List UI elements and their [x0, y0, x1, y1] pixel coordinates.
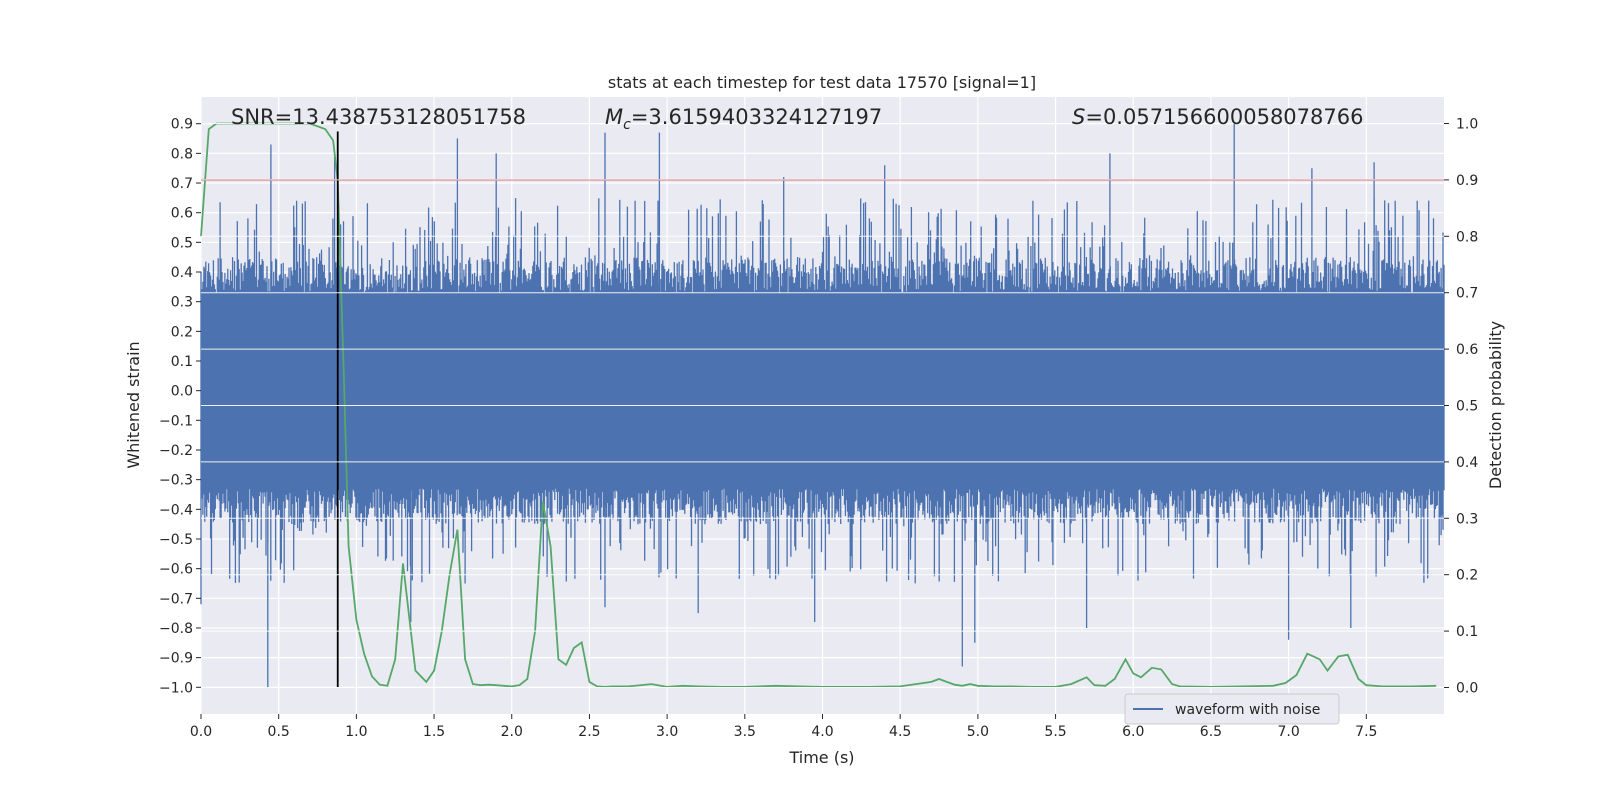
- right-y-axis-label: Detection probability: [1486, 321, 1505, 489]
- x-tick-label: 6.5: [1200, 724, 1222, 740]
- left-tick-label: 0.6: [171, 206, 193, 222]
- left-tick-label: 0.8: [171, 146, 193, 162]
- chart-title: stats at each timestep for test data 175…: [608, 73, 1036, 92]
- right-tick-label: 0.0: [1456, 680, 1478, 696]
- chirp-mass-subscript: c: [623, 117, 631, 133]
- chirp-mass-annotation: Mc=3.6159403324127197: [605, 105, 882, 133]
- chirp-mass-symbol: M: [605, 105, 623, 129]
- left-tick-label: 0.5: [171, 235, 193, 251]
- legend-label: waveform with noise: [1175, 702, 1320, 718]
- waveform-series: [200, 123, 1445, 688]
- right-tick-label: 0.9: [1456, 173, 1478, 189]
- x-tick-label: 3.5: [734, 724, 756, 740]
- x-tick-label: 6.0: [1122, 724, 1144, 740]
- chirp-mass-value: =3.6159403324127197: [631, 105, 882, 129]
- x-tick-label: 4.0: [811, 724, 833, 740]
- s-annotation: S=0.057156600058078766: [1072, 105, 1363, 129]
- x-tick-label: 2.0: [501, 724, 523, 740]
- right-y-axis: 1.0 0.9 0.8 0.7 0.6 0.5 0.4 0.3 0.2 0.1 0.0: [1444, 117, 1478, 696]
- right-tick-label: 0.6: [1456, 342, 1478, 358]
- legend: waveform with noise: [1124, 693, 1340, 725]
- x-tick-label: 3.0: [656, 724, 678, 740]
- left-y-axis-label: Whitened strain: [124, 341, 143, 468]
- left-tick-label: −0.7: [159, 591, 193, 607]
- right-tick-label: 0.8: [1456, 229, 1478, 245]
- x-tick-label: 2.5: [578, 724, 600, 740]
- x-axis-label: Time (s): [788, 748, 854, 767]
- x-tick-label: 5.0: [967, 724, 989, 740]
- x-tick-label: 7.5: [1355, 724, 1377, 740]
- right-tick-label: 0.3: [1456, 511, 1478, 527]
- right-tick-label: 0.7: [1456, 286, 1478, 302]
- left-tick-label: 0.4: [171, 265, 193, 281]
- right-tick-label: 0.4: [1456, 455, 1478, 471]
- x-tick-label: 5.5: [1044, 724, 1066, 740]
- right-tick-label: 1.0: [1456, 117, 1478, 133]
- left-tick-label: −0.1: [159, 413, 193, 429]
- left-tick-label: 0.9: [171, 117, 193, 133]
- waveform-line: [200, 123, 1445, 688]
- snr-annotation: SNR=13.438753128051758: [231, 105, 526, 129]
- left-tick-label: −0.9: [159, 651, 193, 667]
- x-axis: 0.0 0.5 1.0 1.5 2.0 2.5 3.0 3.5 4.0 4.5 5.0 5.5 6.0 6…: [190, 714, 1377, 740]
- left-y-axis: 0.9 0.8 0.7 0.6 0.5 0.4 0.3 0.2 0.1 0.0 −0.1 −0.2 −0…: [159, 117, 201, 696]
- legend-box: [1124, 693, 1340, 725]
- right-tick-label: 0.5: [1456, 399, 1478, 415]
- left-tick-label: −0.3: [159, 473, 193, 489]
- s-value: =0.057156600058078766: [1085, 105, 1363, 129]
- x-tick-label: 4.5: [889, 724, 911, 740]
- left-tick-label: −0.2: [159, 443, 193, 459]
- left-tick-label: 0.7: [171, 176, 193, 192]
- x-tick-label: 1.0: [345, 724, 367, 740]
- left-tick-label: −0.4: [159, 502, 193, 518]
- left-tick-label: 0.0: [171, 384, 193, 400]
- probability-series: [200, 122, 1437, 688]
- x-tick-label: 1.5: [423, 724, 445, 740]
- x-tick-label: 0.5: [268, 724, 290, 740]
- left-tick-label: 0.2: [171, 324, 193, 340]
- left-tick-label: −0.8: [159, 621, 193, 637]
- right-tick-label: 0.1: [1456, 624, 1478, 640]
- overlay-lines: [201, 123, 1444, 688]
- left-tick-label: −1.0: [159, 680, 193, 696]
- left-tick-label: −0.6: [159, 562, 193, 578]
- left-tick-label: 0.1: [171, 354, 193, 370]
- left-tick-label: 0.3: [171, 295, 193, 311]
- x-tick-label: 0.0: [190, 724, 212, 740]
- s-symbol: S: [1072, 105, 1085, 129]
- left-tick-label: −0.5: [159, 532, 193, 548]
- right-tick-label: 0.2: [1456, 568, 1478, 584]
- x-tick-label: 7.0: [1277, 724, 1299, 740]
- probability-line: [200, 122, 1437, 688]
